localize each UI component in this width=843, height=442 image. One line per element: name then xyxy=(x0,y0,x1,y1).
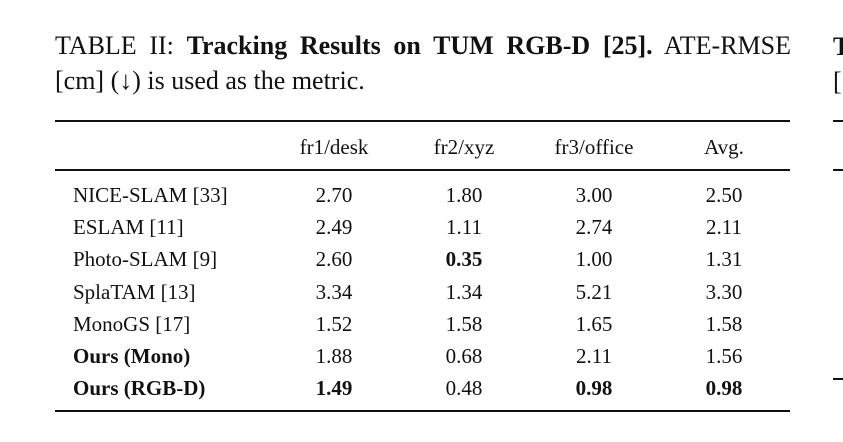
neighbor-rule xyxy=(833,169,843,171)
header-cell: fr2/xyz xyxy=(433,135,495,159)
method-name: ESLAM [11] xyxy=(73,215,184,240)
caption-title: Tracking Results on TUM RGB-D [25]. xyxy=(186,31,653,60)
value-cell: 1.58 xyxy=(705,311,743,336)
value-cell: 2.11 xyxy=(706,215,742,240)
value-cell: 2.70 xyxy=(315,183,353,207)
neighbor-caption: T xyxy=(833,32,843,61)
value-cell: 1.65 xyxy=(575,311,613,336)
top-rule xyxy=(55,120,790,122)
caption-text: ATE-RMSE [cm] (↓) is used as the metric. xyxy=(55,31,791,95)
value-cell: 3.34 xyxy=(315,279,353,304)
value-cell: 2.60 xyxy=(315,247,353,272)
value-cell: 1.56 xyxy=(705,344,743,368)
value-cell: 0.68 xyxy=(445,344,483,368)
bottom-rule xyxy=(55,410,790,412)
value-cell: 3.30 xyxy=(705,279,743,304)
method-name: MonoGS [17] xyxy=(73,311,191,336)
value-cell: 1.00 xyxy=(575,247,613,272)
value-cell: 2.50 xyxy=(705,183,743,207)
value-cell: 1.52 xyxy=(315,311,353,336)
mid-rule xyxy=(55,169,790,171)
value-cell: 2.74 xyxy=(575,215,613,240)
method-name: Ours (Mono) xyxy=(73,344,191,368)
value-cell: 1.34 xyxy=(445,279,483,304)
method-name: SplaTAM [13] xyxy=(73,279,196,304)
header-cell: Avg. xyxy=(704,135,744,159)
value-cell: 2.49 xyxy=(315,215,353,240)
value-cell: 2.11 xyxy=(576,344,612,368)
table-caption: TABLE II: Tracking Results on TUM RGB-D … xyxy=(55,28,791,98)
method-name: Ours (RGB-D) xyxy=(73,376,206,401)
value-cell: 0.98 xyxy=(575,376,613,401)
value-cell: 1.31 xyxy=(705,247,743,272)
value-cell: 1.11 xyxy=(446,215,482,240)
neighbor-rule xyxy=(833,120,843,122)
value-cell: 0.48 xyxy=(445,376,483,401)
method-name: NICE-SLAM [33] xyxy=(73,183,228,207)
neighbor-rule xyxy=(833,378,843,380)
value-cell: 3.00 xyxy=(575,183,613,207)
value-cell: 0.35 xyxy=(445,247,483,272)
value-cell: 1.88 xyxy=(315,344,353,368)
value-cell: 0.98 xyxy=(705,376,743,401)
value-cell: 1.58 xyxy=(445,311,483,336)
neighbor-caption: [ xyxy=(833,67,842,96)
value-cell: 5.21 xyxy=(575,279,613,304)
method-name: Photo-SLAM [9] xyxy=(73,247,218,272)
header-cell: fr3/office xyxy=(554,135,634,159)
value-cell: 1.80 xyxy=(445,183,483,207)
header-cell: fr1/desk xyxy=(299,135,369,159)
caption-label: TABLE II: xyxy=(55,31,174,60)
value-cell: 1.49 xyxy=(315,376,353,401)
